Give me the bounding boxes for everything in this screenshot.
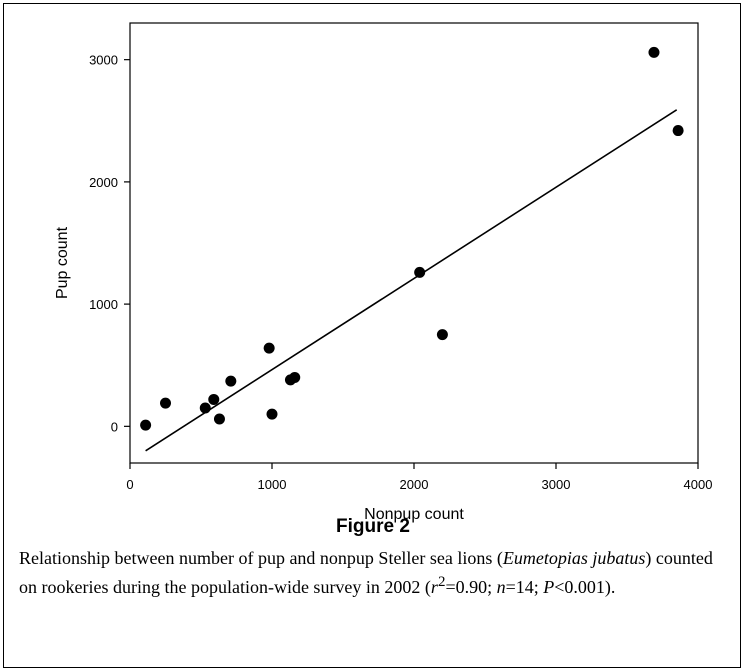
y-axis-title: Pup count [54, 226, 71, 299]
caption-exponent: 2 [437, 574, 446, 590]
caption-r: r [430, 577, 438, 597]
data-point [199, 402, 211, 414]
x-tick-label: 4000 [684, 477, 713, 492]
plot-area: 0 1000 2000 3000 4000 0 1000 2000 3000 [89, 22, 712, 492]
data-point [160, 397, 171, 409]
data-points [140, 46, 684, 431]
figure-frame [3, 3, 741, 668]
data-point [266, 408, 278, 420]
y-tick-label: 3000 [89, 53, 118, 68]
data-point [289, 371, 301, 383]
caption-n: n [496, 577, 506, 597]
data-point [140, 419, 152, 431]
data-point [263, 342, 275, 354]
caption-text: =0.90; [445, 577, 497, 597]
y-tick-label: 0 [111, 419, 118, 434]
figure-caption: Relationship between number of pup and n… [19, 546, 731, 599]
data-point [648, 46, 660, 58]
caption-text: ) counted on rookeries during the popula… [19, 548, 713, 597]
caption-species: Eumetopias jubatus [502, 548, 646, 568]
data-point [213, 413, 225, 425]
data-point [414, 266, 426, 278]
x-tick-label: 0 [126, 477, 133, 492]
x-tick-label: 3000 [542, 477, 571, 492]
x-axis-title: Nonpup count [364, 506, 464, 523]
caption-p: P [543, 577, 555, 597]
figure-title: Figure 2 [336, 516, 410, 537]
data-point [436, 329, 448, 341]
x-tick-label: 1000 [258, 477, 287, 492]
caption-text: Relationship between number of pup and n… [19, 548, 503, 568]
x-axis: 0 1000 2000 3000 4000 [126, 463, 712, 492]
regression-line [145, 109, 678, 452]
x-tick-label: 2000 [400, 477, 429, 492]
data-point [672, 125, 684, 137]
caption-text: =14; [505, 577, 544, 597]
caption-text: <0.001). [554, 577, 616, 597]
y-axis: 0 1000 2000 3000 [89, 53, 130, 434]
y-tick-label: 2000 [89, 175, 118, 190]
y-tick-label: 1000 [89, 297, 118, 312]
data-point [225, 375, 237, 387]
data-point [208, 393, 220, 405]
